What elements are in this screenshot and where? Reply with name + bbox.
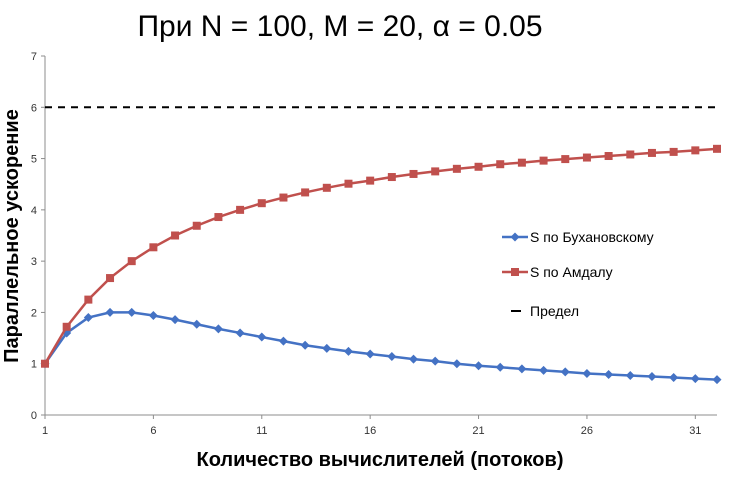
series-2-point xyxy=(214,213,223,222)
series-2-point xyxy=(474,162,483,171)
series-2-point xyxy=(236,205,245,214)
series-2-point xyxy=(344,179,353,188)
series-1-point xyxy=(365,349,375,359)
y-tick-label: 3 xyxy=(31,256,37,268)
series-2-point xyxy=(691,146,700,155)
series-1-line xyxy=(43,311,718,381)
series-1-point xyxy=(387,352,397,362)
x-tick-label: 31 xyxy=(689,425,701,437)
legend-marker xyxy=(511,268,519,276)
series-2-point xyxy=(604,152,613,161)
series-1-point xyxy=(517,364,527,374)
y-tick-label: 7 xyxy=(31,51,37,63)
legend-item: S по Бухановскому xyxy=(502,229,654,245)
series-1-point xyxy=(669,373,679,383)
series-2-point xyxy=(322,183,331,192)
series-1-point xyxy=(582,368,592,378)
chart-title: При N = 100, M = 20, α = 0.05 xyxy=(137,10,542,43)
series-1-point xyxy=(539,365,549,375)
series-2-point xyxy=(149,243,158,252)
legend-marker xyxy=(510,232,520,242)
y-tick-label: 2 xyxy=(31,307,37,319)
y-tick-label: 5 xyxy=(31,154,37,166)
series-1-point xyxy=(452,359,462,369)
series-1-point xyxy=(105,307,115,317)
legend-item: Предел xyxy=(511,303,579,319)
series-1-point xyxy=(625,371,635,381)
series-1-point xyxy=(690,374,700,384)
legend-label: S по Бухановскому xyxy=(530,229,654,245)
series-1-point xyxy=(278,336,288,346)
series-2-point xyxy=(713,144,721,153)
series-2-point xyxy=(192,221,201,230)
y-axis-label: Параллельное ускорение xyxy=(1,109,23,363)
series-2-point xyxy=(127,257,136,266)
legend: S по Бухановскому S по Амдалу Предел xyxy=(502,229,654,319)
series-1-point xyxy=(430,356,440,366)
series-2-point xyxy=(582,153,591,162)
y-tick-label: 0 xyxy=(31,410,37,422)
series-2-point xyxy=(41,359,49,368)
series-1-point xyxy=(322,343,332,353)
series-1-point xyxy=(712,375,722,385)
x-axis-label: Количество вычислителей (потоков) xyxy=(197,449,564,471)
series-2-line xyxy=(43,147,718,365)
series-2-point xyxy=(171,231,180,240)
x-tick-label: 21 xyxy=(472,425,484,437)
series-layer xyxy=(40,106,722,385)
series-1 xyxy=(40,307,722,385)
series-2-point xyxy=(431,167,440,176)
series-2-point xyxy=(62,322,71,331)
legend-item: S по Амдалу xyxy=(502,264,613,280)
series-1-point xyxy=(647,372,657,382)
series-1-point xyxy=(343,346,353,356)
series-1-point xyxy=(213,324,223,334)
series-2-point xyxy=(517,158,526,167)
series-2-point xyxy=(561,155,570,164)
series-1-point xyxy=(409,354,419,364)
series-2-point xyxy=(647,148,656,157)
series-2 xyxy=(41,144,721,368)
series-2-point xyxy=(452,164,461,173)
series-2-point xyxy=(626,150,635,159)
legend-label: Предел xyxy=(530,303,579,319)
series-2-point xyxy=(669,147,678,156)
x-tick-label: 11 xyxy=(256,425,267,437)
series-1-point xyxy=(604,369,614,379)
series-1-point xyxy=(257,332,267,342)
y-tick-label: 1 xyxy=(31,359,37,371)
series-1-point xyxy=(148,311,158,321)
series-2-point xyxy=(496,160,505,169)
x-tick-label: 26 xyxy=(581,425,593,437)
legend-label: S по Амдалу xyxy=(530,264,613,280)
series-2-point xyxy=(366,176,375,185)
series-1-point xyxy=(83,313,93,323)
series-2-point xyxy=(84,295,93,304)
series-1-point xyxy=(170,315,180,325)
x-tick-label: 1 xyxy=(42,425,48,437)
series-1-point xyxy=(474,361,484,371)
series-1-point xyxy=(192,319,202,329)
y-tick-label: 4 xyxy=(31,205,37,217)
series-2-point xyxy=(301,188,310,197)
series-1-point xyxy=(495,362,505,372)
series-2-point xyxy=(387,173,396,182)
x-tick-label: 16 xyxy=(364,425,376,437)
x-tick-label: 6 xyxy=(150,425,156,437)
series-2-point xyxy=(106,274,115,283)
series-2-point xyxy=(279,193,288,202)
series-2-point xyxy=(409,169,418,178)
series-2-point xyxy=(257,199,266,208)
y-tick-label: 6 xyxy=(31,102,37,114)
series-1-point xyxy=(127,307,137,317)
series-1-point xyxy=(560,367,570,377)
series-1-point xyxy=(235,328,245,338)
series-2-point xyxy=(539,156,548,165)
series-1-point xyxy=(300,340,310,350)
